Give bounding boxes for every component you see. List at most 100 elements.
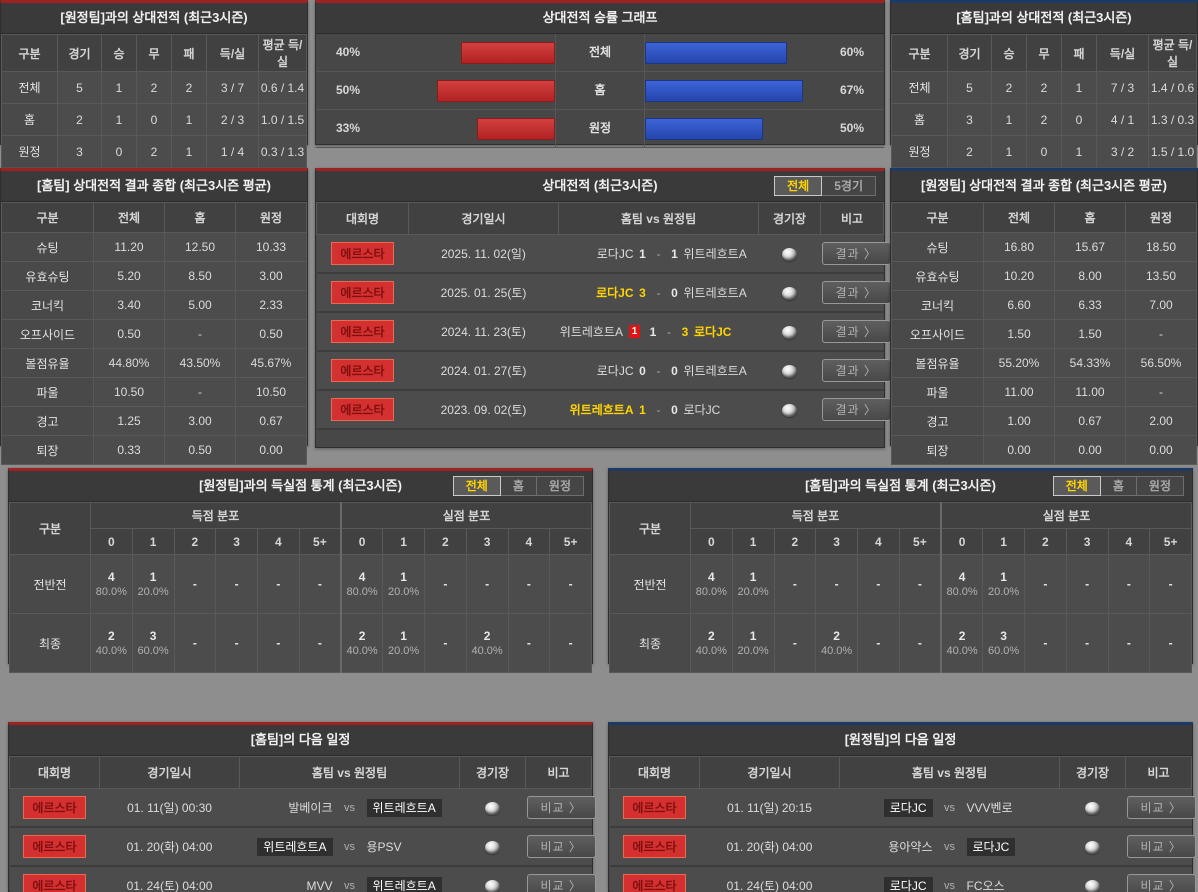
- cell: -: [424, 613, 467, 673]
- col-header: 구분: [891, 34, 948, 72]
- away-team: FC오스: [967, 877, 1059, 892]
- away-score: 0: [671, 402, 678, 417]
- tab[interactable]: 원정: [1135, 476, 1184, 496]
- stadium-icon[interactable]: [782, 247, 797, 261]
- action-cell: 결과 〉: [820, 350, 891, 391]
- tab[interactable]: 전체: [1052, 476, 1101, 496]
- tab[interactable]: 원정: [535, 476, 584, 496]
- tab[interactable]: 전체: [774, 176, 823, 196]
- col-header: 무: [136, 34, 172, 72]
- match: 로다JC vs VVV벤로: [841, 799, 1059, 817]
- venue-cell: [459, 826, 526, 867]
- match: 로다JC 3 - 0 위트레흐트A: [560, 284, 758, 301]
- away-team: 로다JC: [694, 325, 732, 339]
- compare-button[interactable]: 비교 〉: [526, 874, 596, 892]
- date-cell: 2025. 01. 25(토): [408, 272, 559, 313]
- compare-button[interactable]: 비교 〉: [1126, 874, 1196, 892]
- tab[interactable]: 5경기: [821, 176, 876, 196]
- schedule-away-table: 대회명 경기일시 홈팀 vs 원정팀 경기장 비고 에르스타 01. 11(일)…: [609, 756, 1196, 892]
- cell: 5: [57, 71, 102, 104]
- cell: -: [815, 554, 858, 614]
- category-label: 홈: [555, 72, 645, 109]
- match: MVV vs 위트레흐트A: [241, 877, 459, 892]
- action-cell: 결과 〉: [820, 272, 891, 313]
- stadium-icon[interactable]: [782, 286, 797, 300]
- cell: 2 40.0%: [690, 613, 733, 673]
- stadium-icon[interactable]: [485, 879, 500, 892]
- league-badge: 에르스타: [23, 835, 86, 858]
- action-cell: 결과 〉: [820, 389, 891, 430]
- cell: 3: [947, 103, 992, 136]
- col-header: 평균 득/실: [1148, 34, 1197, 72]
- cell: 2: [57, 103, 102, 136]
- result-button[interactable]: 결과 〉: [821, 281, 891, 304]
- cell: 1: [171, 103, 207, 136]
- stadium-icon[interactable]: [1085, 801, 1100, 815]
- compare-button[interactable]: 비교 〉: [526, 796, 596, 819]
- row-label: 홈: [1, 103, 58, 136]
- cell: 2 / 3: [206, 103, 259, 136]
- row-label: 전체: [1, 71, 58, 104]
- table-row: 전반전 4 80.0% 1 20.0% - - - - 4 80.0% 1 20.0% …: [609, 554, 1192, 614]
- cell: 3 60.0%: [131, 613, 175, 673]
- tab[interactable]: 홈: [499, 476, 537, 496]
- col-header: 2: [424, 528, 467, 555]
- stadium-icon[interactable]: [782, 364, 797, 378]
- away-team-name: VVV벤로: [966, 801, 1013, 815]
- col-header: 4: [1107, 528, 1151, 555]
- league-badge: 에르스타: [331, 320, 394, 343]
- stadium-icon[interactable]: [1085, 840, 1100, 854]
- compare-button[interactable]: 비교 〉: [526, 835, 596, 858]
- panel-title: [원정팀] 상대전적 결과 종합 (최근3시즌 평균): [891, 171, 1197, 202]
- stadium-icon[interactable]: [782, 325, 797, 339]
- header-row: 대회명 경기일시 홈팀 vs 원정팀 경기장 비고: [609, 756, 1192, 789]
- stadium-icon[interactable]: [485, 840, 500, 854]
- cell: 0.50: [235, 319, 307, 349]
- stadium-icon[interactable]: [1085, 879, 1100, 892]
- row-label: 코너킥: [1, 290, 94, 320]
- chart-row: 33% 원정 50%: [316, 110, 884, 148]
- cell: 2: [1026, 103, 1062, 136]
- stadium-icon[interactable]: [485, 801, 500, 815]
- blue-bar: [645, 117, 764, 140]
- result-button[interactable]: 결과 〉: [821, 398, 891, 421]
- match-cell: 로다JC vs VVV벤로: [839, 788, 1060, 828]
- cell: 3.40: [93, 290, 165, 320]
- tab[interactable]: 홈: [1099, 476, 1137, 496]
- chart-row: 50% 홈 67%: [316, 72, 884, 110]
- league-badge: 에르스타: [331, 359, 394, 382]
- tab[interactable]: 전체: [452, 476, 501, 496]
- table-row: 유효슈팅 5.20 8.50 3.00: [1, 261, 307, 291]
- col-header: 홈: [1054, 202, 1126, 233]
- cell: -: [549, 554, 592, 614]
- league-badge: 에르스타: [331, 281, 394, 304]
- result-button[interactable]: 결과 〉: [821, 320, 891, 343]
- col-header: 경기일시: [99, 756, 240, 789]
- subheader-row: 0 1 2 3 4 5+ 0 1 2 3 4 5+: [10, 528, 592, 555]
- league-cell: 에르스타: [316, 311, 409, 352]
- date-cell: 01. 11(일) 20:15: [699, 788, 840, 828]
- cell: 3: [57, 135, 102, 168]
- cell: 3.00: [164, 406, 236, 436]
- away-team: 위트레흐트A: [683, 364, 747, 378]
- compare-button[interactable]: 비교 〉: [1126, 796, 1196, 819]
- cell: 1: [1061, 135, 1097, 168]
- col-header: 홈: [164, 202, 236, 233]
- compare-button[interactable]: 비교 〉: [1126, 835, 1196, 858]
- panel-title: [홈팀] 상대전적 결과 종합 (최근3시즌 평균): [1, 171, 307, 202]
- col-header: 홈팀 vs 원정팀: [558, 202, 759, 235]
- winrate-chart: 40% 전체 60% 50% 홈: [316, 34, 884, 148]
- table-row: 유효슈팅 10.20 8.00 13.50: [891, 261, 1197, 291]
- stadium-icon[interactable]: [782, 403, 797, 417]
- away-team-name: FC오스: [966, 879, 1005, 892]
- home-team: 위트레흐트A: [559, 325, 623, 339]
- result-button[interactable]: 결과 〉: [821, 359, 891, 382]
- result-button[interactable]: 결과 〉: [821, 242, 891, 265]
- row-label: 코너킥: [891, 290, 984, 320]
- blue-bar: [645, 41, 787, 64]
- league-badge: 에르스타: [23, 874, 86, 892]
- table-row: 퇴장 0.33 0.50 0.00: [1, 435, 307, 465]
- cell: -: [164, 377, 236, 407]
- match-cell: MVV vs 위트레흐트A: [239, 865, 460, 892]
- table-row: 코너킥 3.40 5.00 2.33: [1, 290, 307, 320]
